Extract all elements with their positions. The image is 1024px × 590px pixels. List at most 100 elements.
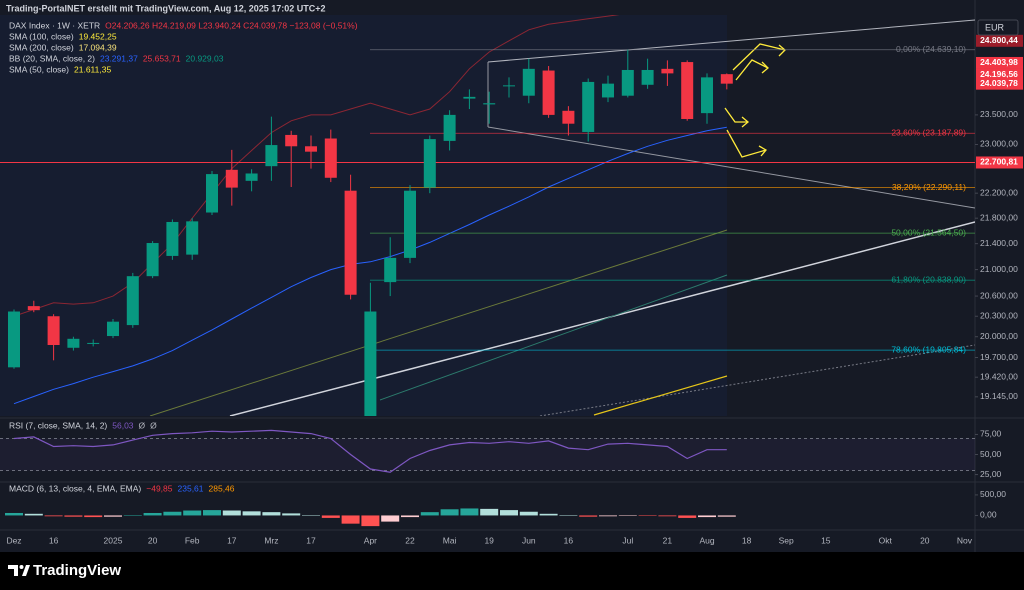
legend-macd: MACD (6, 13, close, 4, EMA, EMA) (9, 483, 141, 493)
arrow-head (761, 61, 769, 74)
logo-mark (8, 565, 18, 576)
candle-body (720, 74, 733, 84)
legend-rsi: 56,03 (112, 420, 134, 430)
macd-bar (519, 511, 538, 516)
price-tag-label: 22.700,81 (980, 157, 1018, 167)
x-tick-label: Okt (879, 535, 893, 545)
macd-bar (163, 511, 182, 516)
candle-body (87, 342, 100, 344)
rsi-pane (0, 429, 975, 473)
y-tick-label: 500,00 (980, 489, 1006, 499)
macd-bar (282, 513, 301, 516)
candle-body (47, 316, 60, 346)
candle-body (305, 146, 317, 152)
macd-bar (64, 515, 83, 517)
macd-bar (123, 515, 142, 516)
candle-body (661, 68, 674, 74)
arrow (732, 43, 786, 71)
legend-rsi: Ø (139, 420, 146, 430)
legend-indicator: 21.611,35 (74, 64, 111, 74)
legend-indicator: 17.094,39 (79, 42, 117, 52)
macd-bar (579, 515, 598, 517)
legend-symbol: O24.206,26 H24.219,09 L23.940,24 C24.039… (105, 20, 358, 30)
y-tick-label: 0,00 (980, 510, 997, 520)
macd-bar (222, 510, 241, 516)
legend-indicator: 19.452,25 (79, 31, 117, 41)
x-tick-label: Mrz (264, 535, 278, 545)
candle-body (701, 77, 713, 114)
candle-body (344, 190, 357, 295)
macd-bar (361, 515, 380, 527)
legend-indicator: SMA (200, close) (9, 42, 74, 52)
y-tick-label: 20.300,00 (980, 310, 1018, 320)
fib-label: 38,20% (22.290,11) (892, 182, 966, 192)
x-tick-label: Sep (779, 535, 794, 545)
candle-body (602, 83, 614, 98)
price-tag-label: 24.800,44 (980, 35, 1018, 45)
candle-body (364, 311, 377, 416)
candle-body (681, 62, 694, 119)
price-tag-label: 24.196,56 (980, 69, 1018, 79)
arrow (724, 107, 748, 123)
x-tick-label: Jul (622, 535, 633, 545)
legend-indicator: BB (20, SMA, close, 2) (9, 53, 95, 63)
macd-bar (559, 515, 578, 516)
legend-macd: 285,46 (209, 483, 235, 493)
macd-bar (618, 515, 637, 516)
candle-body (126, 276, 139, 326)
candle-body (562, 110, 575, 124)
candle-body (265, 145, 278, 167)
legend-macd: 235,61 (178, 483, 204, 493)
x-tick-label: 18 (742, 535, 752, 545)
trend-line (229, 221, 975, 416)
y-tick-label: 20.600,00 (980, 290, 1018, 300)
footer (0, 552, 1024, 590)
legend-rsi: Ø (150, 420, 157, 430)
macd-bar (341, 515, 360, 524)
legend-indicator: 25.653,71 (143, 53, 181, 63)
logo-mark (22, 565, 30, 576)
candle-body (582, 81, 595, 132)
fib-label: 61,80% (20.838,90) (891, 274, 966, 284)
trend-line (539, 344, 975, 416)
channel-line (149, 229, 728, 416)
macd-bar (242, 511, 261, 516)
macd-bar (183, 510, 202, 516)
legend-symbol: DAX Index · 1W · XETR (9, 20, 100, 30)
macd-bar (203, 510, 221, 516)
y-tick-label: 19.420,00 (980, 371, 1018, 381)
macd-bar (599, 515, 617, 517)
macd-bar (44, 515, 63, 517)
legend-indicator: 20.929,03 (186, 53, 224, 63)
currency: EUR (985, 22, 1005, 32)
indicator-line (13, 126, 727, 405)
trend-line (487, 19, 975, 63)
y-tick-label: 25,00 (980, 469, 1002, 479)
arrow-head (758, 145, 767, 157)
candle-body (67, 338, 80, 348)
macd-bar (480, 508, 499, 516)
candle-body (146, 243, 159, 277)
candle-body (621, 69, 634, 96)
drawings (149, 19, 975, 416)
y-tick-label: 20.000,00 (980, 331, 1018, 341)
arrow (735, 59, 769, 81)
fib-label: 0,00% (24.639,10) (896, 44, 966, 54)
x-tick-label: 2025 (104, 535, 123, 545)
y-tick-label: 19.700,00 (980, 352, 1018, 362)
x-tick-label: Apr (364, 535, 377, 545)
x-tick-label: 22 (405, 535, 415, 545)
watermark: Trading-PortalNET erstellt mit TradingVi… (6, 3, 326, 13)
candle-body (324, 138, 337, 178)
x-tick-label: 16 (49, 535, 59, 545)
arrows (724, 43, 786, 158)
trend-line (593, 375, 728, 416)
candle-body (27, 306, 40, 311)
x-tick-label: Jun (522, 535, 536, 545)
candle-body (503, 85, 515, 87)
currency-box[interactable] (977, 19, 1019, 36)
price-tag-label: 24.403,98 (980, 57, 1018, 67)
macd-bar (5, 512, 23, 516)
